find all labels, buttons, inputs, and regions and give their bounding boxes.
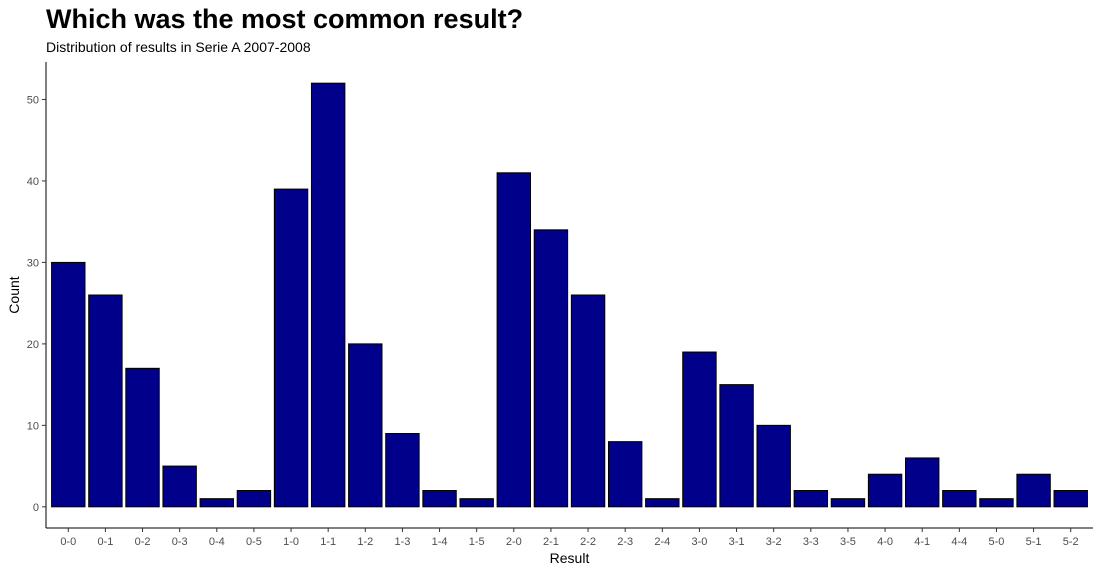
bar-1-0: [273, 188, 309, 508]
bar-3-5: [830, 498, 866, 508]
x-tick-label: 0-2: [135, 536, 151, 548]
bar-2-0: [496, 172, 532, 508]
bar-0-2: [125, 367, 160, 508]
x-tick-label: 0-0: [60, 536, 76, 548]
chart-subtitle: Distribution of results in Serie A 2007-…: [46, 39, 311, 55]
bar-2-1: [533, 229, 569, 508]
x-tick-label: 5-1: [1026, 536, 1042, 548]
bar-1-4: [422, 490, 457, 508]
bar-0-3: [162, 465, 197, 508]
x-tick-label: 3-3: [803, 536, 819, 548]
bar-0-1: [88, 294, 123, 508]
x-tick-label: 4-0: [877, 536, 893, 548]
bars-group: [51, 82, 1088, 508]
x-tick-label: 2-1: [543, 536, 559, 548]
bar-1-3: [385, 433, 420, 508]
y-tick-label: 40: [27, 176, 39, 188]
bar-2-4: [645, 498, 680, 508]
x-axis-title: Result: [550, 550, 590, 566]
bar-3-3: [793, 490, 829, 508]
x-tick-label: 2-0: [506, 536, 522, 548]
y-tick-label: 0: [33, 502, 39, 514]
y-axis-title: Count: [6, 276, 22, 313]
bar-1-1: [310, 82, 346, 508]
x-tick-label: 4-1: [914, 536, 930, 548]
bar-4-0: [867, 473, 903, 508]
x-ticks-group: 0-0 0-1 0-2 0-3 0-4 0-5 1-0 1-1 1-2 1-3 1-4 1-5 2-0 2…: [60, 528, 1079, 548]
x-tick-label: 3-5: [840, 536, 856, 548]
y-tick-label: 20: [27, 339, 39, 351]
bar-3-2: [756, 424, 791, 508]
bar-2-3: [607, 441, 643, 508]
x-tick-label: 3-0: [691, 536, 707, 548]
x-tick-label: 0-3: [172, 536, 188, 548]
x-tick-label: 0-4: [209, 536, 225, 548]
bar-3-0: [682, 351, 717, 508]
bar-1-5: [459, 498, 494, 508]
x-tick-label: 0-5: [246, 536, 262, 548]
x-tick-label: 1-0: [283, 536, 299, 548]
x-tick-label: 3-1: [729, 536, 745, 548]
x-tick-label: 1-3: [394, 536, 410, 548]
y-tick-label: 50: [27, 94, 39, 106]
x-tick-label: 2-3: [617, 536, 633, 548]
x-tick-label: 2-2: [580, 536, 596, 548]
x-tick-label: 2-4: [654, 536, 670, 548]
bar-5-0: [979, 498, 1014, 508]
y-tick-label: 30: [27, 257, 39, 269]
x-tick-label: 4-4: [951, 536, 967, 548]
bar-4-1: [905, 457, 940, 508]
x-tick-label: 3-2: [766, 536, 782, 548]
y-ticks-group: 0 10 20 30 40 50: [27, 94, 46, 514]
bar-2-2: [570, 294, 606, 508]
y-tick-label: 10: [27, 420, 39, 432]
bar-1-2: [348, 343, 383, 508]
bar-5-2: [1053, 490, 1088, 508]
x-tick-label: 1-5: [469, 536, 485, 548]
x-tick-label: 0-1: [97, 536, 113, 548]
bar-0-0: [51, 261, 86, 508]
chart-title: Which was the most common result?: [46, 4, 524, 34]
bar-0-5: [236, 490, 272, 508]
bar-4-4: [942, 490, 977, 508]
bar-0-4: [199, 498, 234, 508]
x-tick-label: 1-2: [357, 536, 373, 548]
x-tick-label: 5-2: [1063, 536, 1079, 548]
bar-3-1: [719, 384, 754, 508]
x-tick-label: 5-0: [989, 536, 1005, 548]
x-tick-label: 1-4: [432, 536, 448, 548]
x-tick-label: 1-1: [320, 536, 336, 548]
bar-5-1: [1016, 473, 1051, 508]
